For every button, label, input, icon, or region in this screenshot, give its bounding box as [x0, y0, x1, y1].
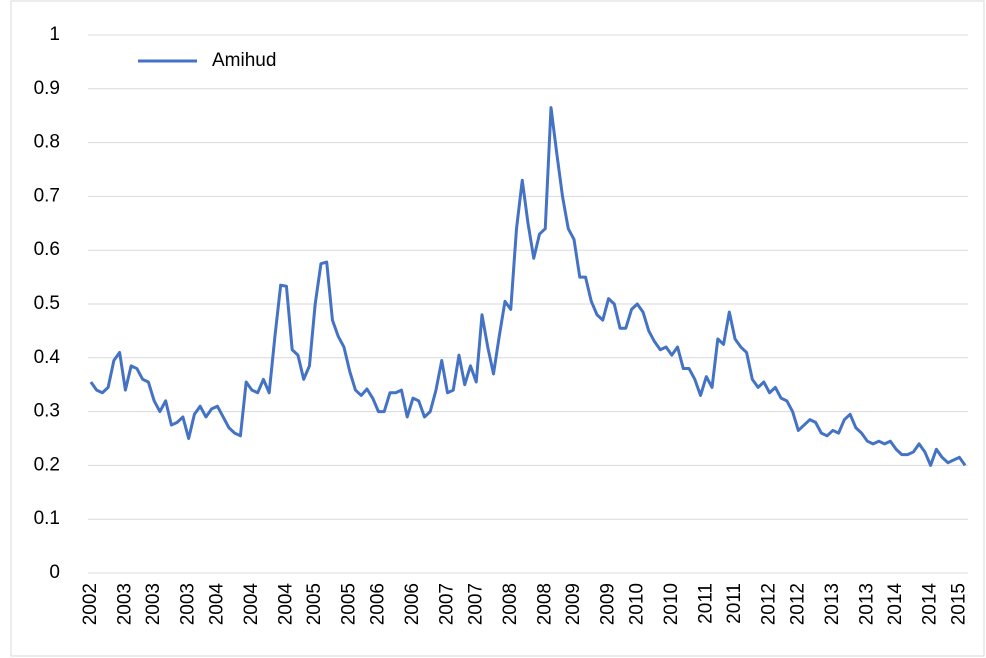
- x-tick-label: 2005: [304, 583, 325, 625]
- x-tick-label: 2005: [339, 583, 360, 625]
- x-tick-label: 2011: [695, 583, 716, 624]
- x-tick-label: 2007: [436, 583, 457, 625]
- x-tick-label: 2013: [822, 583, 843, 625]
- y-tick-label: 0.6: [34, 239, 60, 260]
- x-tick-label: 2008: [500, 583, 521, 625]
- x-tick-label: 2002: [80, 583, 101, 625]
- data-line: [89, 106, 967, 467]
- y-tick-label: 0.2: [34, 454, 60, 475]
- y-tick-label: 0.3: [34, 401, 60, 422]
- x-tick-label: 2004: [241, 583, 262, 626]
- x-tick-label: 2003: [114, 583, 135, 625]
- x-tick-label: 2015: [948, 583, 969, 625]
- x-tick-label: 2009: [598, 583, 619, 625]
- chart-border: [10, 0, 985, 657]
- x-tick-label: 2008: [534, 583, 555, 625]
- y-tick-label: 0.9: [34, 78, 60, 99]
- x-tick-label: 2010: [626, 583, 647, 625]
- y-tick-label: 1: [49, 24, 60, 45]
- y-tick-label: 0.7: [34, 185, 60, 206]
- y-tick-label: 0.4: [34, 347, 61, 368]
- x-tick-label: 2009: [563, 583, 584, 625]
- x-tick-label: 2004: [275, 583, 296, 626]
- x-tick-label: 2014: [920, 583, 941, 626]
- legend-label: Amihud: [212, 50, 276, 71]
- y-tick-label: 0.8: [34, 132, 60, 153]
- y-tick-label: 0.5: [34, 293, 60, 314]
- x-tick-label: 2014: [885, 583, 906, 626]
- x-tick-label: 2010: [661, 583, 682, 625]
- y-tick-label: 0.1: [34, 508, 60, 529]
- y-tick-label: 0: [49, 562, 60, 583]
- x-tick-label: 2003: [178, 583, 199, 625]
- x-tick-label: 2011: [724, 583, 745, 624]
- x-tick-label: 2004: [206, 583, 227, 626]
- x-tick-label: 2006: [402, 583, 423, 625]
- x-tick-label: 2003: [143, 583, 164, 625]
- x-tick-label: 2012: [759, 583, 780, 625]
- x-tick-label: 2013: [856, 583, 877, 625]
- x-tick-label: 2012: [787, 583, 808, 625]
- x-tick-label: 2006: [367, 583, 388, 625]
- x-tick-label: 2007: [465, 583, 486, 625]
